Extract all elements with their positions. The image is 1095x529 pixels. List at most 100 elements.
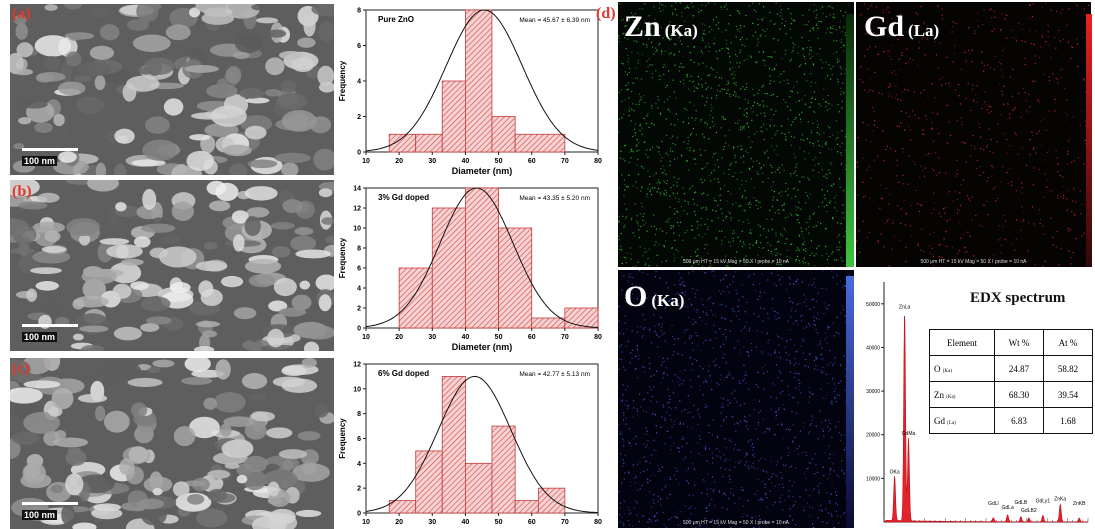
x-tick-label: 60	[528, 519, 536, 526]
y-tick-label: 0	[357, 511, 361, 518]
y-tick-label: 8	[357, 246, 361, 253]
sem-image-c: 100 nm	[10, 358, 334, 529]
y-tick-label: 50000	[866, 302, 880, 308]
normal-fit-curve	[365, 9, 599, 152]
x-tick-label: 40	[462, 519, 470, 526]
gd-map: Gd (La) 500 μm HT = 15 kV Mag = 50 X I p…	[856, 2, 1091, 267]
y-tick-label: 20000	[866, 433, 880, 439]
edx-row-at: 1.68	[1043, 407, 1093, 434]
peak-label: GdMa	[902, 431, 916, 437]
x-tick-label: 20	[395, 158, 403, 165]
y-tick-label: 4	[357, 461, 361, 468]
table-row: O (Ka) 24.87 58.82	[929, 355, 1093, 382]
y-tick-label: 2	[357, 306, 361, 313]
x-tick-label: 50	[495, 158, 503, 165]
x-tick-label: 50	[495, 334, 503, 341]
x-tick-label: 10	[362, 519, 370, 526]
y-axis-label: Frequency	[338, 60, 347, 101]
edx-row-element: Gd	[934, 415, 945, 426]
histogram-bar	[465, 187, 499, 329]
scale-bar: 100 nm	[22, 502, 78, 523]
histogram-title: Pure ZnO	[378, 15, 414, 24]
gd-map-label: Gd (La)	[864, 10, 939, 44]
histogram-bar	[465, 462, 493, 514]
zn-map-line: (Ka)	[664, 21, 698, 40]
o-map-element: O	[624, 280, 648, 313]
sem-image-b: 100 nm	[10, 180, 334, 351]
x-tick-label: 10	[362, 334, 370, 341]
x-tick-label: 80	[594, 334, 602, 341]
mean-annotation: Mean = 42.77 ± 5.13 nm	[519, 371, 590, 378]
x-tick-label: 20	[395, 334, 403, 341]
x-tick-label: 40	[462, 334, 470, 341]
gd-map-dots	[856, 2, 1091, 267]
histogram-pure-zno: 10 20 30 40 50 60 70 80 0 2 4 6 8 Diameter (nm) Freque…	[336, 2, 606, 180]
histogram-bar	[498, 227, 533, 329]
histogram-bar	[415, 133, 443, 153]
o-map: O (Ka) 500 μm HT = 15 kV Mag = 50 X I pr…	[618, 270, 854, 528]
y-tick-label: 12	[353, 206, 361, 213]
histogram-6pct-gd: 10 20 30 40 50 60 70 80 0 2 4 6 8 10 12 Frequency 6% Gd …	[336, 356, 606, 529]
x-tick-label: 10	[362, 158, 370, 165]
histogram-bar	[531, 317, 566, 329]
gd-map-colorbar	[1086, 14, 1092, 267]
peak-label: GdLy1	[1036, 498, 1051, 504]
edx-row-at: 39.54	[1043, 381, 1093, 408]
x-tick-label: 80	[594, 519, 602, 526]
edx-row-wt: 24.87	[994, 355, 1044, 382]
zn-map-label: Zn (Ka)	[624, 10, 698, 44]
normal-fit-curve	[365, 375, 599, 514]
o-map-line: (Ka)	[651, 291, 685, 310]
o-map-colorbar	[846, 276, 854, 528]
x-tick-label: 60	[528, 334, 536, 341]
table-row: Zn (Ka) 68.30 39.54	[929, 381, 1093, 408]
edx-row-wt: 68.30	[994, 381, 1044, 408]
y-tick-label: 14	[353, 186, 361, 193]
y-tick-label: 40000	[866, 345, 880, 351]
x-tick-label: 70	[561, 519, 569, 526]
histogram-bar	[491, 116, 516, 153]
y-tick-label: 4	[357, 79, 361, 86]
x-tick-label: 70	[561, 334, 569, 341]
histogram-bar	[564, 307, 599, 329]
y-tick-label: 0	[357, 326, 361, 333]
y-tick-label: 10	[353, 386, 361, 393]
sem-image-a: 100 nm	[10, 4, 334, 175]
histogram-bar	[441, 376, 466, 514]
edx-header-at: At %	[1043, 329, 1093, 356]
panel-label-c: (c)	[12, 360, 30, 377]
histogram-bar	[388, 133, 417, 153]
edx-header-element: Element	[929, 329, 995, 356]
x-tick-label: 80	[594, 158, 602, 165]
histogram-bar	[388, 500, 417, 514]
x-axis-label: Diameter (nm)	[452, 342, 513, 352]
scale-bar: 100 nm	[22, 148, 78, 169]
gd-map-element: Gd	[864, 10, 905, 43]
edx-row-element: Zn	[934, 389, 944, 400]
x-tick-label: 50	[495, 519, 503, 526]
peak-label: ZnKB	[1073, 501, 1086, 507]
zn-map-element: Zn	[624, 10, 661, 43]
spectrum-trace	[883, 316, 1089, 523]
gd-map-footer: 500 μm HT = 15 kV Mag = 50 X I probe = 1…	[920, 259, 1027, 265]
peak-label: ZnLa	[899, 305, 911, 311]
histogram-bar	[398, 267, 433, 329]
histogram-bar	[431, 207, 466, 329]
edx-table-header: Element Wt % At %	[929, 329, 1093, 356]
normal-fit-curve	[365, 187, 599, 328]
scale-bar-label: 100 nm	[22, 510, 58, 520]
peak-label: GdLB	[1014, 500, 1027, 506]
o-map-label: O (Ka)	[624, 280, 684, 314]
peak-label: GdLB2	[1021, 508, 1037, 514]
sem-texture	[10, 180, 334, 351]
y-tick-label: 2	[357, 486, 361, 493]
y-axis-label: Frequency	[338, 418, 347, 459]
zn-map-footer: 500 μm HT = 15 kV Mag = 50 X I probe = 1…	[682, 259, 790, 265]
edx-row-at: 58.82	[1043, 355, 1093, 382]
y-tick-label: 6	[357, 43, 361, 50]
x-tick-label: 60	[528, 158, 536, 165]
panel-label-d: (d)	[596, 5, 616, 22]
y-tick-label: 30000	[866, 389, 880, 395]
sem-texture	[10, 4, 334, 175]
panel-label-a: (a)	[12, 5, 31, 22]
